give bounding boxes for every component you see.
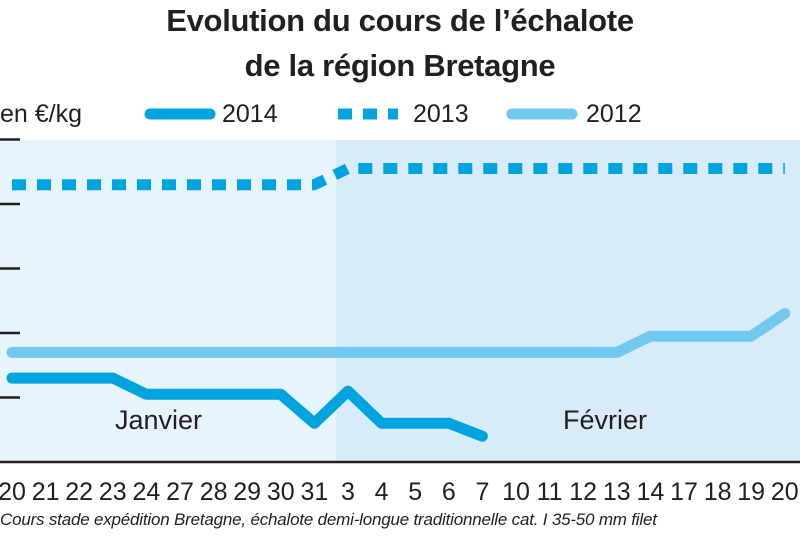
series-line-2012 bbox=[6, 308, 791, 358]
x-tick-label: 20 bbox=[0, 478, 26, 506]
x-tick-label: 22 bbox=[65, 478, 93, 506]
legend-label-2013: 2013 bbox=[413, 100, 469, 128]
legend-label-2014: 2014 bbox=[222, 100, 278, 128]
chart-subtitle: de la région Bretagne bbox=[244, 48, 556, 83]
band-january bbox=[0, 140, 337, 462]
x-tick-label: 14 bbox=[636, 478, 664, 506]
x-tick-label: 18 bbox=[704, 478, 732, 506]
month-label-fevrier: Février bbox=[563, 405, 648, 435]
legend-label-2012: 2012 bbox=[586, 100, 642, 128]
x-tick-label: 17 bbox=[670, 478, 698, 506]
x-tick-label: 13 bbox=[603, 478, 631, 506]
x-tick-label: 31 bbox=[300, 478, 328, 506]
x-tick-label: 12 bbox=[569, 478, 597, 506]
x-tick-label: 10 bbox=[502, 478, 530, 506]
x-tick-label: 29 bbox=[233, 478, 261, 506]
month-label-janvier: Janvier bbox=[115, 405, 203, 435]
x-tick-label: 3 bbox=[341, 478, 355, 506]
series-line-2013 bbox=[12, 163, 785, 191]
x-tick-label: 11 bbox=[537, 478, 563, 506]
x-tick-label: 24 bbox=[132, 478, 160, 506]
series-line-2014 bbox=[6, 372, 488, 442]
x-tick-label: 19 bbox=[737, 478, 765, 506]
x-tick-label: 6 bbox=[442, 478, 456, 506]
x-tick-label: 5 bbox=[408, 478, 422, 506]
x-tick-label: 4 bbox=[375, 478, 389, 506]
chart-title: Evolution du cours de l’échalote bbox=[166, 3, 634, 38]
x-tick-label: 30 bbox=[267, 478, 295, 506]
y-axis-label: en €/kg bbox=[0, 100, 83, 128]
x-tick-label: 20 bbox=[771, 478, 799, 506]
x-tick-label: 21 bbox=[32, 478, 60, 506]
x-tick-label: 27 bbox=[166, 478, 194, 506]
x-tick-label: 23 bbox=[99, 478, 127, 506]
x-tick-label: 28 bbox=[200, 478, 228, 506]
chart-footnote: Cours stade expédition Bretagne, échalot… bbox=[0, 510, 657, 529]
x-tick-label: 7 bbox=[475, 478, 489, 506]
band-february bbox=[336, 140, 800, 462]
